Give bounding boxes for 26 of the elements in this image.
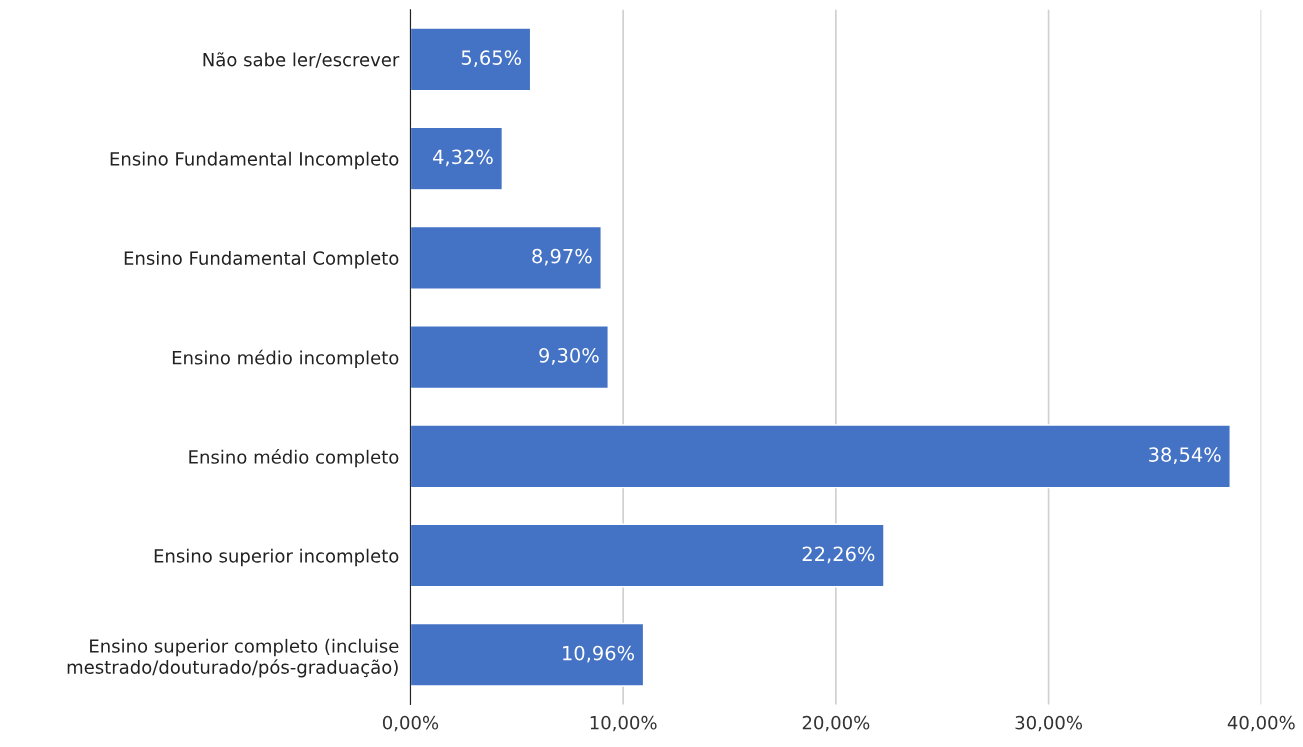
x-tick-label: 10,00% — [590, 715, 657, 732]
bar — [410, 126, 504, 191]
bar — [410, 523, 885, 588]
x-tick-label: 30,00% — [1015, 715, 1083, 732]
y-tick-label: Ensino superior completo (incluise mestrado/douturado/pós-graduação) — [67, 638, 399, 678]
y-tick-label: Ensino Fundamental Completo — [124, 250, 399, 269]
bar — [410, 27, 532, 92]
x-tick-label: 20,00% — [802, 715, 870, 732]
data-label: 10,96% — [563, 645, 634, 663]
y-tick-label: Ensino Fundamental Incompleto — [110, 151, 399, 170]
data-label: 8,97% — [532, 248, 592, 266]
bar — [410, 424, 1231, 489]
data-label: 22,26% — [802, 546, 875, 564]
x-tick-label: 0,00% — [382, 715, 439, 732]
y-tick-label: Ensino médio completo — [189, 449, 399, 468]
y-tick-label: Não sabe ler/escrever — [203, 52, 400, 68]
data-label: 38,54% — [1149, 447, 1221, 464]
data-label: 4,32% — [433, 149, 493, 167]
y-tick-label: Ensino médio incompleto — [172, 349, 399, 369]
bar — [410, 622, 645, 687]
y-tick-label: Ensino superior incompleto — [154, 548, 399, 567]
x-tick-label: 40,00% — [1227, 715, 1295, 732]
data-label: 9,30% — [539, 348, 599, 365]
data-label: 5,65% — [461, 50, 522, 67]
bar — [410, 325, 609, 390]
bar — [410, 225, 602, 290]
